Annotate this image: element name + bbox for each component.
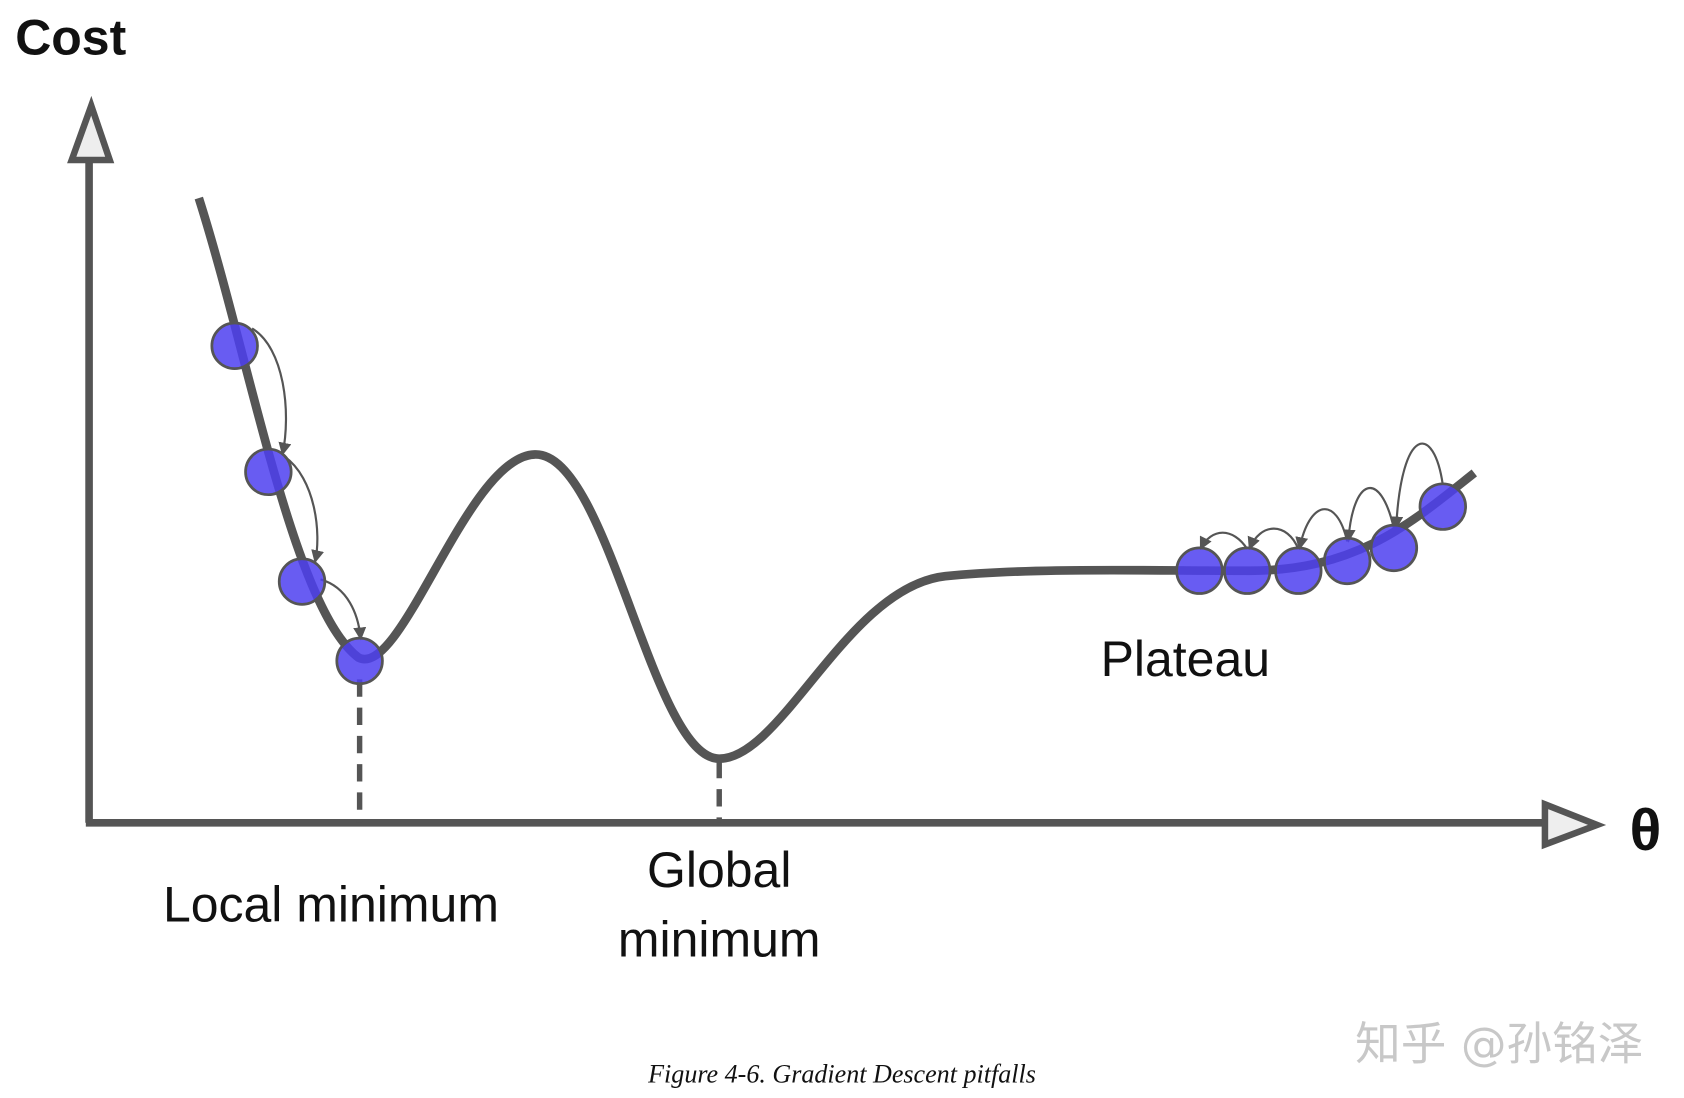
descent-steps	[210, 321, 1467, 686]
global-min-label: minimum	[618, 911, 821, 967]
step-arrows	[251, 327, 1444, 641]
caption: Figure 4-6. Gradient Descent pitfalls	[647, 1059, 1036, 1088]
local-min-label: Local minimum	[163, 877, 499, 933]
plateau-label: Plateau	[1101, 631, 1270, 687]
x-axis-label: θ	[1630, 798, 1662, 863]
global-min-label: Global	[647, 842, 791, 898]
watermark: 知乎 @孙铭泽	[1355, 1018, 1643, 1071]
cost-curve	[194, 196, 1478, 764]
x-arrow	[1541, 799, 1607, 850]
y-axis-label: Cost	[15, 10, 126, 66]
y-arrow	[67, 95, 115, 164]
axes	[67, 95, 1607, 850]
